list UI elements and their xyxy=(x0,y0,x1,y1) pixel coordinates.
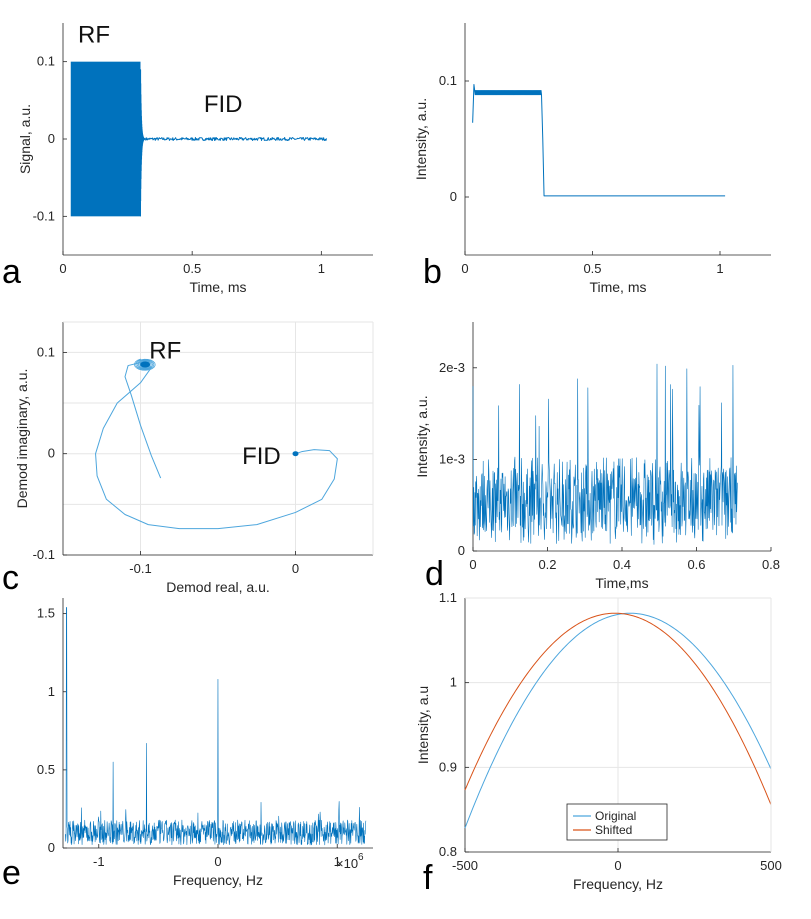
x-tick-label: 0 xyxy=(292,561,299,576)
x-tick-label: 0 xyxy=(614,858,621,873)
x-tick-label: -0.1 xyxy=(129,561,151,576)
legend-box xyxy=(566,803,668,841)
x-axis-label: Time, ms xyxy=(589,279,646,295)
y-axis-label: Intensity, a.u xyxy=(415,686,431,764)
x-tick-label: 0.8 xyxy=(762,557,780,572)
x-tick-label: 500 xyxy=(760,858,782,873)
y-tick-label: 0 xyxy=(48,840,55,855)
y-tick-label: 0.1 xyxy=(439,73,457,88)
x-tick-label: -1 xyxy=(93,854,105,869)
x-tick-label: 0.4 xyxy=(613,557,631,572)
y-tick-label: 0 xyxy=(48,131,55,146)
y-tick-label: 2e-3 xyxy=(439,360,465,375)
x-axis-label: Frequency, Hz xyxy=(573,876,663,892)
curve-original xyxy=(464,612,772,829)
y-tick-label: -0.1 xyxy=(33,547,55,562)
y-tick-label: 0 xyxy=(450,189,457,204)
annotation-label: RF xyxy=(149,337,181,364)
x-tick-label: 1 xyxy=(318,261,325,276)
x-axis-label: Time, ms xyxy=(189,279,246,295)
x-tick-label: 0 xyxy=(469,557,476,572)
y-tick-label: 1.1 xyxy=(439,590,457,605)
panel-letter: c xyxy=(2,559,19,597)
x-axis-label: Time,ms xyxy=(595,575,648,591)
y-tick-label: 0.1 xyxy=(37,54,55,69)
y-tick-label: 1e-3 xyxy=(439,451,465,466)
rf-pulse-block xyxy=(70,61,141,217)
chart-c-axes: -0.1 0 -0.1 0 0.1 Demod real, a.u. Demod imagi… xyxy=(2,322,373,597)
panel-letter: f xyxy=(423,859,433,897)
chart-d-axes: 0 0.2 0.4 0.6 0.8 0 1e-3 2e-3 Time,ms Intensity, … xyxy=(414,322,780,593)
y-axis-label: Demod imaginary, a.u. xyxy=(14,369,30,509)
y-axis-label: Signal, a.u. xyxy=(17,104,33,174)
annotation-label: FID xyxy=(204,91,243,118)
legend-entry: Original xyxy=(595,809,636,823)
x-axis-label: Frequency, Hz xyxy=(173,872,263,888)
intensity-line xyxy=(472,83,726,197)
curve-shifted xyxy=(464,612,772,806)
x-tick-label: -500 xyxy=(452,858,478,873)
y-tick-label: 0.8 xyxy=(439,844,457,859)
panel-letter: e xyxy=(2,854,21,892)
y-axis-label: Intensity, a.u. xyxy=(414,395,430,477)
chart-e-axes: -1 0 1 0 0.5 1 1.5 Frequency, Hz e xyxy=(2,598,373,892)
x-multiplier-exponent: 6 xyxy=(358,852,364,863)
chart-a-axes: 0 0.5 1 -0.1 0 0.1 Time, ms Signal, a.u. a RF FID xyxy=(2,21,373,295)
x-tick-label: 0 xyxy=(461,261,468,276)
fid-signal-line xyxy=(145,136,327,142)
y-tick-label: 1.5 xyxy=(37,606,55,621)
x-tick-label: 1 xyxy=(716,261,723,276)
x-multiplier-label: ×10 xyxy=(336,856,358,871)
x-tick-label: 0.2 xyxy=(538,557,556,572)
x-tick-label: 0.5 xyxy=(183,261,201,276)
x-tick-label: 0.5 xyxy=(583,261,601,276)
y-tick-label: 0 xyxy=(458,543,465,558)
annotation-label: RF xyxy=(78,21,110,48)
chart-b-axes: 0 0.5 1 0 0.1 Time, ms Intensity, a.u. b xyxy=(413,23,771,295)
y-tick-label: 1 xyxy=(48,684,55,699)
panel-letter: b xyxy=(423,253,442,291)
panel-letter: d xyxy=(425,555,444,593)
y-tick-label: 0 xyxy=(48,446,55,461)
rf-cluster-marker xyxy=(140,361,151,368)
x-tick-label: 0 xyxy=(59,261,66,276)
annotation-label: FID xyxy=(242,443,281,470)
fid-cluster-marker xyxy=(292,451,299,457)
y-axis-label: Intensity, a.u. xyxy=(413,98,429,180)
y-tick-label: 0.9 xyxy=(439,759,457,774)
x-tick-label: 0 xyxy=(214,854,221,869)
x-axis-label: Demod real, a.u. xyxy=(166,579,270,595)
x-tick-label: 0.6 xyxy=(687,557,705,572)
x-tick-label: 1 xyxy=(334,854,341,869)
y-tick-label: 0.5 xyxy=(37,762,55,777)
noise-intensity-line xyxy=(472,363,738,545)
y-tick-label: 1 xyxy=(450,675,457,690)
chart-f-axes: -500 0 500 0.8 0.9 1 1.1 Frequency, Hz Intensity… xyxy=(415,590,782,897)
y-tick-label: -0.1 xyxy=(33,208,55,223)
rf-decay-line xyxy=(140,69,147,217)
spectrum-line xyxy=(65,607,367,846)
panel-letter: a xyxy=(2,253,21,291)
demod-trajectory-line xyxy=(95,362,338,530)
legend-entry: Shifted xyxy=(595,823,632,837)
y-tick-label: 0.1 xyxy=(37,344,55,359)
